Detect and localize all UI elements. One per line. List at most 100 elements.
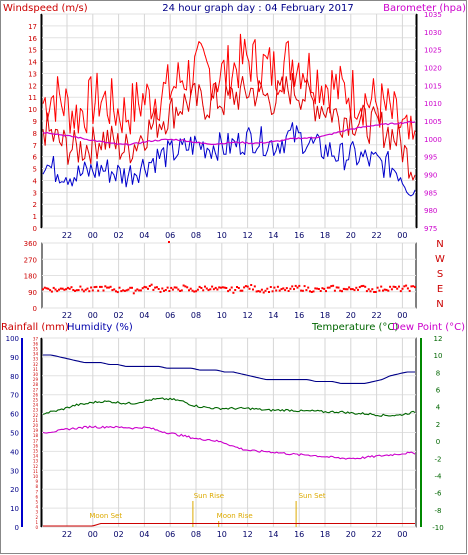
temp-time-tick: 00 [88, 530, 98, 539]
windspeed-tick-label: 6 [33, 154, 38, 162]
temperature-tick-label: 6 [436, 387, 441, 395]
wind-direction-point [66, 286, 69, 289]
wind-direction-point [237, 287, 240, 289]
wind-direction-point [211, 285, 214, 288]
wind-direction-point [107, 286, 110, 289]
wind-direction-point [321, 287, 324, 290]
wind-direction-point [198, 285, 201, 288]
wind-direction-point [168, 241, 170, 243]
wind-direction-point [358, 286, 361, 289]
wind-direction-point [276, 285, 279, 288]
wind-direction-point [170, 286, 173, 289]
compass-letter: W [435, 254, 445, 265]
wind-direction-point [154, 286, 157, 289]
wind-direction-point [45, 287, 48, 290]
wind-direction-point [309, 290, 311, 293]
temp-time-tick: 16 [294, 530, 304, 539]
temp-time-tick: 08 [191, 530, 201, 539]
wind-direction-point [58, 288, 60, 291]
wind-direction-point [236, 286, 238, 288]
temp-time-tick: 22 [62, 530, 72, 539]
wind-direction-point [193, 290, 196, 293]
average-series-line [42, 122, 416, 197]
wind-direction-point [65, 288, 68, 291]
wind-direction-point [161, 287, 164, 290]
direction-time-tick: 22 [62, 311, 72, 320]
rainfall-tick-label: 30 [33, 372, 39, 377]
wind-direction-point [314, 287, 317, 290]
wind-direction-point [341, 290, 343, 293]
wind-direction-point [207, 289, 210, 292]
wind-direction-point [294, 284, 297, 287]
wind-direction-point [42, 288, 44, 291]
windspeed-tick-label: 14 [28, 59, 37, 67]
wind-direction-point [47, 287, 50, 290]
rainfall-tick-label: 31 [33, 367, 39, 372]
wind-direction-point [113, 288, 116, 291]
wind-direction-point [323, 287, 326, 290]
wind-direction-point [337, 286, 340, 289]
temperature-tick-label: -8 [435, 507, 442, 515]
wind-direction-point [349, 288, 352, 291]
windspeed-series-line [42, 73, 416, 181]
wind-direction-point [278, 289, 281, 292]
wind-direction-point [339, 289, 342, 292]
wind-time-tick: 06 [165, 231, 175, 240]
wind-direction-point [392, 285, 395, 288]
rainfall-tick-label: 23 [33, 408, 39, 413]
wind-direction-point [95, 285, 98, 288]
temp-time-tick: 06 [165, 530, 175, 539]
wind-direction-point [253, 285, 256, 288]
wind-direction-point [398, 285, 400, 288]
wind-direction-point [355, 286, 358, 289]
rainfall-tick-label: 9 [35, 479, 38, 484]
wind-direction-point [396, 287, 399, 290]
wind-direction-point [264, 289, 267, 292]
wind-direction-point [129, 286, 132, 289]
direction-time-tick: 08 [191, 311, 201, 320]
humidity-series-line [43, 354, 415, 384]
wind-direction-point [346, 288, 349, 291]
rainfall-tick-label: 34 [33, 352, 39, 357]
wind-direction-point [317, 288, 320, 290]
wind-direction-point [316, 287, 319, 290]
barometer-tick-label: 1035 [424, 11, 442, 19]
rainfall-tick-label: 21 [33, 418, 39, 423]
wind-direction-point [380, 285, 383, 288]
wind-direction-point [319, 290, 322, 292]
temperature-humidity-panel: 0102030405060708090100012345678910111213… [6, 335, 444, 539]
compass-letter: S [437, 269, 443, 280]
wind-direction-point [106, 286, 109, 289]
wind-direction-point [300, 289, 303, 292]
wind-direction-point [291, 285, 294, 288]
humidity-tick-label: 0 [15, 524, 19, 532]
wind-direction-point [175, 286, 178, 289]
rainfall-tick-label: 14 [33, 454, 39, 459]
windspeed-tick-label: 13 [28, 70, 37, 78]
windspeed-tick-label: 9 [33, 118, 37, 126]
rainfall-tick-label: 35 [33, 347, 39, 352]
wind-direction-point [90, 286, 93, 289]
wind-time-tick: 18 [320, 231, 330, 240]
wind-direction-point [259, 290, 262, 293]
wind-direction-point [141, 287, 144, 290]
windspeed-axis-label: Windspeed (m/s) [3, 3, 88, 14]
wind-direction-point [136, 288, 139, 291]
wind-direction-point [382, 289, 384, 292]
rainfall-tick-label: 17 [33, 438, 39, 443]
wind-direction-point [204, 285, 206, 288]
wind-direction-point [246, 285, 249, 288]
direction-time-tick: 20 [346, 311, 356, 320]
wind-direction-point [243, 286, 246, 289]
wind-direction-point [266, 287, 269, 290]
wind-direction-point [232, 291, 235, 294]
rainfall-tick-label: 19 [33, 428, 39, 433]
direction-time-tick: 14 [268, 311, 278, 320]
windspeed-tick-label: 1 [33, 213, 37, 221]
wind-direction-point [378, 289, 381, 292]
wind-direction-point [221, 286, 224, 289]
wind-direction-point [252, 288, 254, 291]
wind-direction-point [250, 284, 253, 286]
windspeed-tick-label: 11 [28, 94, 37, 102]
